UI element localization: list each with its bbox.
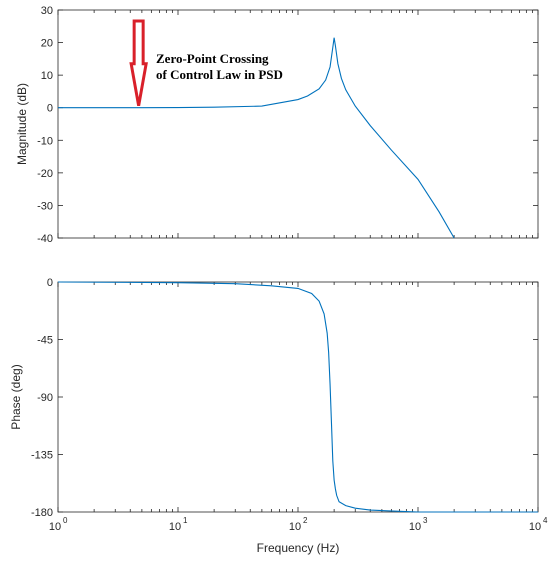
x-axis-label: Frequency (Hz): [257, 541, 340, 555]
y-tick-label: -135: [31, 450, 53, 462]
x-tick-label: 10: [409, 521, 421, 533]
x-tick-label: 10: [49, 521, 61, 533]
phase-series-line: [57, 281, 538, 513]
y-tick-label: -10: [37, 135, 53, 147]
x-tick-exponent: 1: [183, 516, 188, 525]
annotation-line-1: Zero-Point Crossing: [156, 51, 269, 66]
x-tick-exponent: 3: [423, 516, 428, 525]
phase-axes-frame: [57, 281, 539, 513]
y-tick-label: -45: [37, 335, 53, 347]
y-tick-label: -40: [37, 233, 53, 245]
x-tick-label: 10: [529, 521, 541, 533]
x-tick-label: 10: [289, 521, 301, 533]
x-tick-exponent: 0: [63, 516, 68, 525]
y-tick-label: 0: [47, 277, 53, 289]
annotation-arrow: [129, 19, 148, 106]
annotation-line-2: of Control Law in PSD: [156, 67, 283, 82]
magnitude-ticks: [57, 9, 539, 239]
y-tick-label: 10: [41, 70, 53, 82]
y-tick-label: 0: [47, 103, 53, 115]
y-tick-label: 20: [41, 38, 53, 50]
phase-panel: 0 -45 -90 -135 -180 Phase (deg): [9, 277, 539, 519]
y-tick-label: -30: [37, 200, 53, 212]
y-tick-label: 30: [41, 5, 53, 17]
magnitude-series-line: [58, 37, 455, 239]
magnitude-y-tick-labels: 30 20 10 0 -10 -20 -30 -40: [37, 5, 53, 245]
y-tick-label: -20: [37, 168, 53, 180]
y-tick-label: -180: [31, 507, 53, 519]
y-tick-label: -90: [37, 392, 53, 404]
x-tick-label: 10: [169, 521, 181, 533]
magnitude-y-axis-label: Magnitude (dB): [15, 83, 29, 165]
x-tick-exponent: 2: [303, 516, 308, 525]
magnitude-axes-frame: [57, 9, 539, 239]
x-tick-exponent: 4: [543, 516, 548, 525]
phase-y-axis-label: Phase (deg): [9, 364, 23, 429]
magnitude-panel: 30 20 10 0 -10 -20 -30 -40 Magnitude (dB) Zero-…: [15, 5, 539, 245]
phase-y-tick-labels: 0 -45 -90 -135 -180: [31, 277, 53, 519]
